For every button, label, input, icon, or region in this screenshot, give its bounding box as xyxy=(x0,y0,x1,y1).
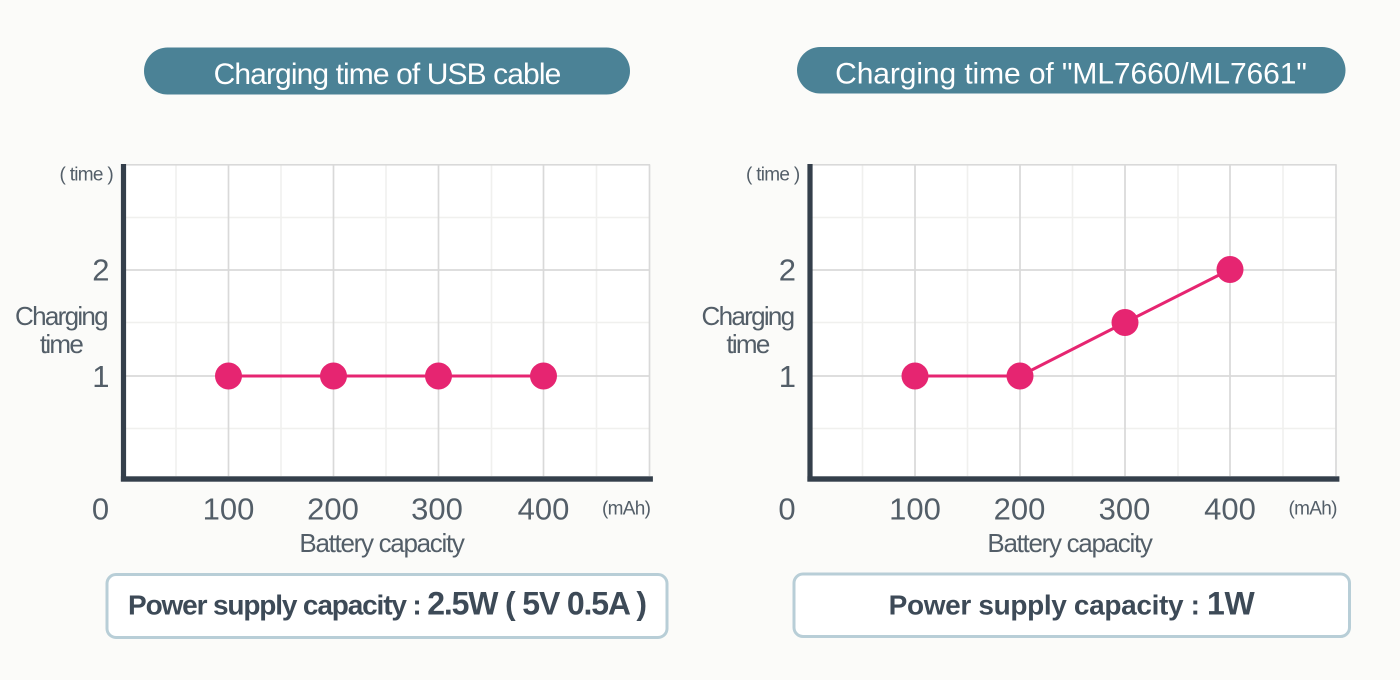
svg-text:1: 1 xyxy=(779,359,796,394)
svg-text:Charging: Charging xyxy=(15,301,107,331)
svg-text:100: 100 xyxy=(203,492,255,527)
svg-text:0: 0 xyxy=(778,492,795,527)
svg-text:(mAh): (mAh) xyxy=(1289,499,1338,520)
svg-text:100: 100 xyxy=(889,492,941,527)
svg-text:Charging time of USB cable: Charging time of USB cable xyxy=(214,58,561,91)
svg-text:200: 200 xyxy=(307,492,359,527)
svg-text:0: 0 xyxy=(92,492,109,527)
svg-text:Charging time of "ML7660/ML766: Charging time of "ML7660/ML7661" xyxy=(835,58,1307,91)
svg-text:400: 400 xyxy=(1204,492,1256,527)
svg-text:( time ): ( time ) xyxy=(746,165,800,186)
svg-text:2: 2 xyxy=(779,253,796,288)
svg-text:Charging: Charging xyxy=(702,301,794,331)
svg-text:2: 2 xyxy=(92,253,109,288)
svg-text:Power supply capacity : 2.5W (: Power supply capacity : 2.5W ( 5V 0.5A ) xyxy=(128,586,646,622)
svg-text:Battery capacity: Battery capacity xyxy=(299,528,464,558)
svg-text:300: 300 xyxy=(411,492,463,527)
svg-text:time: time xyxy=(726,329,770,359)
svg-text:300: 300 xyxy=(1099,492,1151,527)
svg-text:Battery capacity: Battery capacity xyxy=(987,528,1152,558)
svg-text:200: 200 xyxy=(994,492,1046,527)
svg-text:( time ): ( time ) xyxy=(59,165,113,186)
svg-text:400: 400 xyxy=(518,492,570,527)
svg-text:Power supply capacity : 1W: Power supply capacity : 1W xyxy=(889,586,1256,622)
svg-text:(mAh): (mAh) xyxy=(602,499,651,520)
svg-text:1: 1 xyxy=(92,359,109,394)
svg-text:time: time xyxy=(40,329,84,359)
